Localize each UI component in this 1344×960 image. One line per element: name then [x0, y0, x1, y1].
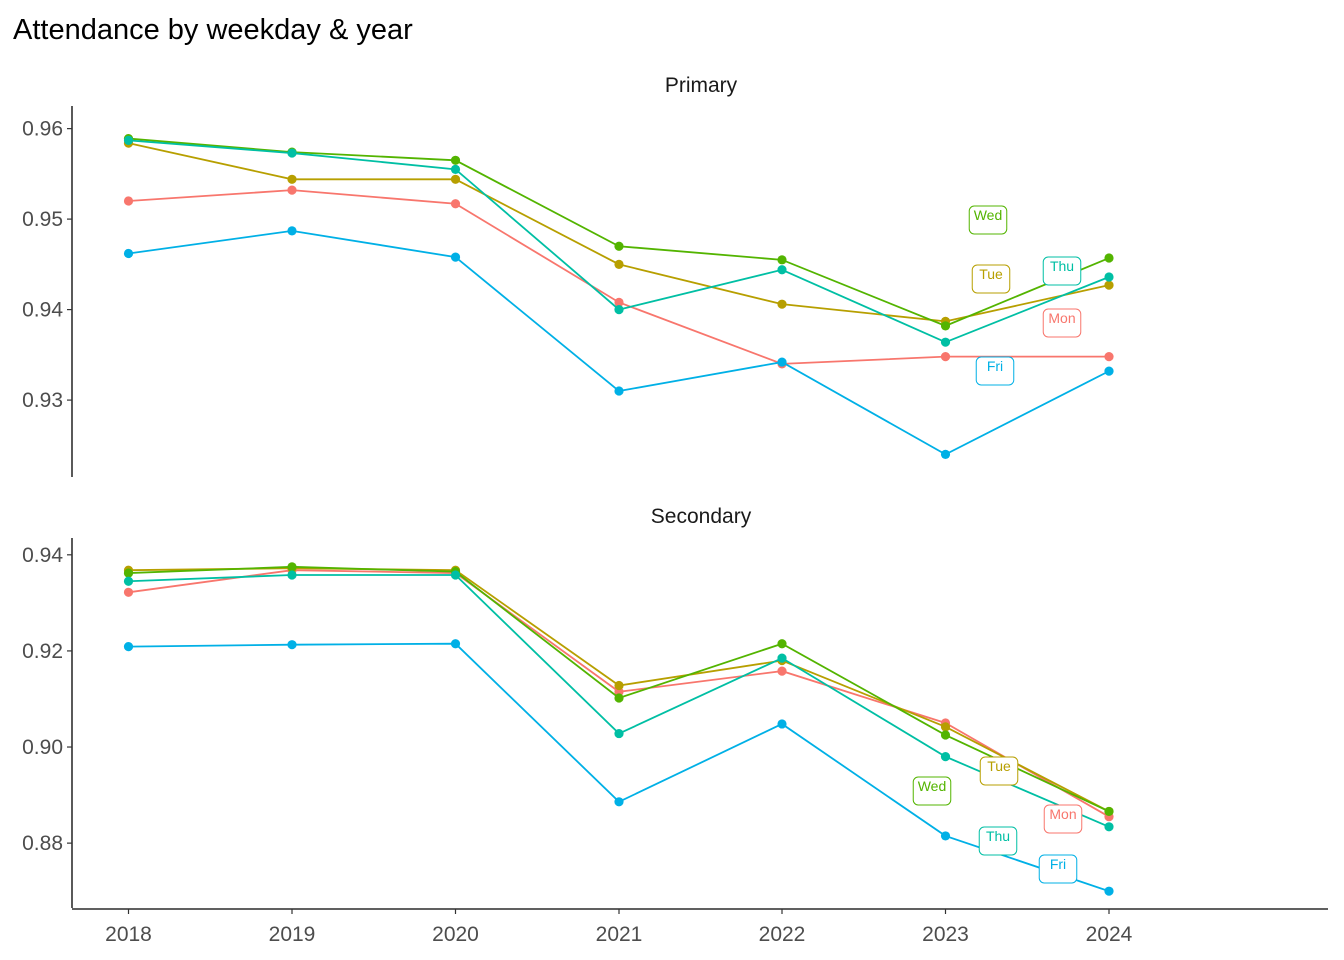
series-label-thu: Thu	[1050, 258, 1074, 274]
data-point-thu	[287, 148, 297, 158]
data-point-mon	[940, 352, 951, 362]
data-point-wed	[123, 568, 134, 578]
series-label-fri: Fri	[987, 358, 1003, 374]
data-point-fri	[614, 386, 624, 396]
data-point-thu	[614, 728, 624, 739]
series-label-mon: Mon	[1049, 806, 1076, 822]
data-point-mon	[450, 199, 461, 209]
data-point-thu	[1104, 822, 1114, 832]
data-point-tue	[777, 299, 787, 309]
data-point-fri	[450, 252, 461, 262]
data-point-wed	[777, 255, 787, 265]
y-tick-label: 0.95	[22, 208, 63, 231]
data-point-tue	[1104, 280, 1114, 290]
series-label-box	[912, 776, 952, 806]
data-point-wed	[777, 639, 787, 649]
series-label-tue: Tue	[987, 758, 1011, 774]
data-point-thu	[940, 337, 951, 347]
series-label-box	[1042, 256, 1082, 286]
x-tick-label: 2019	[269, 923, 316, 946]
data-point-thu	[450, 164, 461, 174]
series-label-box	[968, 205, 1008, 235]
series-line-fri	[128, 642, 1110, 893]
data-point-fri	[1104, 366, 1114, 376]
data-point-fri	[287, 640, 297, 650]
series-label-box	[978, 826, 1018, 856]
data-point-thu	[1104, 272, 1114, 282]
series-label-wed: Wed	[974, 207, 1003, 223]
data-point-fri	[1104, 886, 1114, 896]
data-point-mon	[123, 196, 134, 206]
data-point-wed	[940, 321, 951, 331]
y-tick-label: 0.96	[22, 118, 63, 141]
data-point-fri	[450, 639, 461, 649]
series-label-thu: Thu	[986, 828, 1010, 844]
y-tick-label: 0.92	[22, 640, 63, 663]
x-tick-label: 2024	[1086, 923, 1133, 946]
data-point-mon	[777, 666, 787, 676]
data-point-fri	[287, 226, 297, 236]
x-tick-label: 2018	[105, 923, 152, 946]
x-tick-label: 2020	[432, 923, 479, 946]
series-line-mon	[128, 189, 1109, 365]
data-point-thu	[940, 752, 951, 762]
data-point-fri	[777, 719, 787, 729]
data-point-thu	[614, 304, 624, 315]
series-label-box	[975, 356, 1015, 386]
data-point-mon	[1104, 352, 1114, 362]
series-label-box	[1038, 854, 1078, 884]
data-point-mon	[614, 297, 624, 307]
data-point-fri	[940, 449, 951, 459]
data-point-tue	[940, 722, 951, 732]
y-tick-label: 0.94	[22, 299, 63, 322]
series-line-tue	[128, 142, 1110, 323]
data-point-tue	[614, 259, 624, 269]
data-point-wed	[287, 562, 297, 572]
y-tick-label: 0.90	[22, 736, 63, 759]
data-point-wed	[614, 693, 624, 703]
x-tick-label: 2022	[759, 923, 806, 946]
data-point-thu	[123, 135, 134, 145]
data-point-fri	[940, 831, 951, 841]
series-label-box	[1043, 804, 1083, 834]
data-point-wed	[940, 730, 951, 740]
data-point-tue	[450, 174, 461, 184]
y-tick-label: 0.93	[22, 389, 63, 412]
series-label-mon: Mon	[1048, 310, 1075, 326]
panel-secondary: Secondary 0.88 0.90 0.92 0.94 Mon Tue Wed Thu Fri…	[22, 505, 1328, 946]
series-label-wed: Wed	[918, 778, 947, 794]
data-point-wed	[450, 155, 461, 165]
series-label-box	[971, 264, 1011, 294]
x-tick-label: 2023	[922, 923, 969, 946]
data-point-wed	[1104, 806, 1114, 817]
series-label-box	[979, 756, 1019, 786]
data-point-mon	[287, 185, 297, 195]
data-point-fri	[123, 248, 134, 259]
x-tick-label: 2021	[596, 923, 643, 946]
data-point-thu	[123, 576, 134, 586]
data-point-thu	[777, 653, 787, 663]
data-point-tue	[614, 680, 624, 691]
chart-panels: Primary0.930.940.950.96MonTueWedThuFriSe…	[22, 74, 1328, 946]
panel-title: Primary	[665, 74, 738, 97]
data-point-wed	[1104, 253, 1114, 263]
data-point-mon	[123, 587, 134, 597]
data-point-fri	[123, 641, 134, 652]
data-point-fri	[777, 357, 787, 367]
data-point-thu	[777, 265, 787, 275]
series-label-box	[1042, 308, 1082, 338]
panel-title: Secondary	[651, 505, 752, 528]
y-tick-label: 0.94	[22, 544, 63, 567]
series-label-fri: Fri	[1050, 856, 1066, 872]
y-tick-label: 0.88	[22, 832, 63, 855]
panel-primary: Primary 0.93 0.94 0.95 0.96 Mon Tue Wed Thu Fri	[22, 74, 1114, 477]
data-point-thu	[450, 570, 461, 580]
data-point-tue	[287, 174, 297, 184]
series-label-tue: Tue	[979, 266, 1003, 282]
data-point-wed	[614, 241, 624, 251]
data-point-fri	[614, 797, 624, 807]
chart-title: Attendance by weekday & year	[13, 14, 413, 46]
data-point-thu	[287, 570, 297, 580]
